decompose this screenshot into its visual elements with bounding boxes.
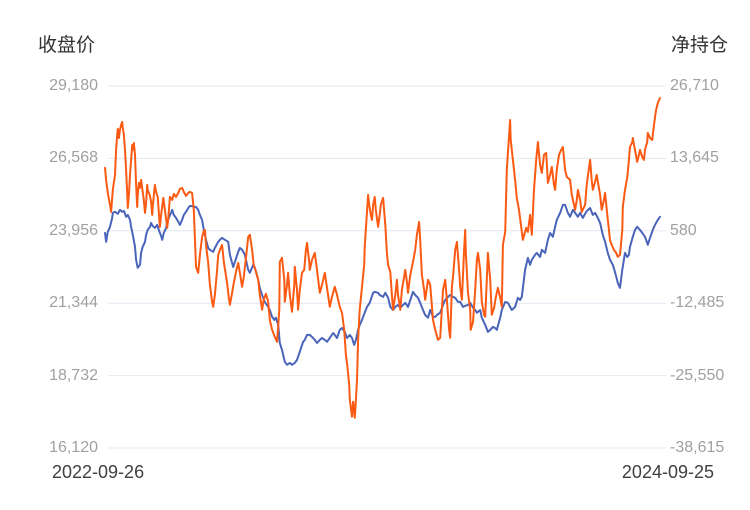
- right-axis-tick-label: -25,550: [670, 366, 725, 384]
- left-axis-tick-label: 26,568: [49, 149, 98, 167]
- left-axis-tick-label: 23,956: [49, 221, 98, 239]
- right-axis-tick-label: 580: [670, 221, 697, 239]
- left-axis-tick-label: 16,120: [49, 439, 98, 456]
- x-axis-start-label: 2022-09-26: [52, 462, 145, 482]
- series-line-net-position[interactable]: [104, 97, 661, 419]
- left-axis-tick-label: 29,180: [49, 77, 98, 94]
- x-axis-end-label: 2024-09-25: [621, 462, 714, 482]
- right-axis-tick-label: -38,615: [670, 439, 725, 456]
- series-line-close-price[interactable]: [104, 203, 661, 366]
- left-axis-tick-label: 18,732: [49, 366, 98, 384]
- right-axis-tick-label: -12,485: [670, 294, 725, 312]
- right-axis-title: 净持仓: [670, 35, 728, 56]
- left-axis-tick-label: 21,344: [49, 294, 98, 312]
- left-axis-title: 收盘价: [38, 35, 96, 56]
- right-axis-tick-label: 26,710: [670, 77, 719, 94]
- right-axis-tick-label: 13,645: [670, 149, 719, 167]
